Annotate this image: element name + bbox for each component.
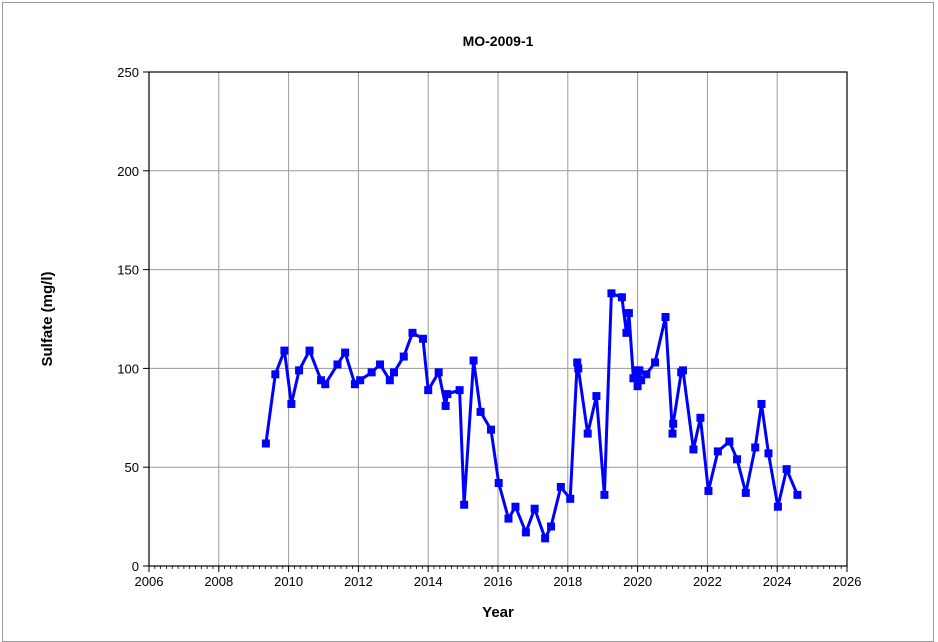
data-point-marker <box>367 368 376 377</box>
x-tick-label: 2014 <box>414 574 443 589</box>
data-point-marker <box>321 380 330 389</box>
data-point-marker <box>773 502 782 511</box>
data-point-marker <box>487 425 496 434</box>
data-point-marker <box>443 390 452 399</box>
data-point-marker <box>583 429 592 438</box>
data-point-marker <box>547 522 556 531</box>
data-point-marker <box>424 386 433 395</box>
y-tick-label: 50 <box>125 460 139 475</box>
data-point-marker <box>696 413 705 422</box>
data-point-marker <box>441 401 450 410</box>
data-point-marker <box>635 366 644 375</box>
grid-lines <box>149 72 847 566</box>
chart-title: MO-2009-1 <box>463 33 534 49</box>
data-point-marker <box>271 370 280 379</box>
data-point-marker <box>399 352 408 361</box>
data-point-marker <box>668 429 677 438</box>
data-point-marker <box>521 528 530 537</box>
data-point-marker <box>622 328 631 337</box>
data-point-marker <box>530 504 539 513</box>
x-tick-label: 2024 <box>763 574 792 589</box>
data-point-marker <box>280 346 289 355</box>
data-point-marker <box>389 368 398 377</box>
data-point-marker <box>261 439 270 448</box>
data-point-marker <box>607 289 616 298</box>
data-point-marker <box>793 490 802 499</box>
sulfate-series-line <box>264 291 799 540</box>
data-point-marker <box>511 502 520 511</box>
data-point-marker <box>574 364 583 373</box>
data-point-marker <box>764 449 773 458</box>
data-point-marker <box>566 494 575 503</box>
data-point-marker <box>782 465 791 474</box>
data-point-marker <box>624 309 633 318</box>
data-point-marker <box>757 399 766 408</box>
sulfate-series-markers <box>261 289 802 543</box>
data-point-marker <box>637 376 646 385</box>
data-point-marker <box>418 334 427 343</box>
data-point-marker <box>713 447 722 456</box>
x-tick-label: 2018 <box>553 574 582 589</box>
data-point-marker <box>455 386 464 395</box>
data-point-marker <box>642 370 651 379</box>
data-point-marker <box>689 445 698 454</box>
data-point-marker <box>661 313 670 322</box>
x-tick-label: 2026 <box>833 574 862 589</box>
data-point-marker <box>476 407 485 416</box>
data-point-marker <box>408 328 417 337</box>
data-point-marker <box>678 366 687 375</box>
x-tick-label: 2022 <box>693 574 722 589</box>
data-point-marker <box>333 360 342 369</box>
x-tick-labels: 2006 2008 2010 2012 2014 2016 2018 2020 2022 2024… <box>135 574 862 589</box>
data-point-marker <box>460 500 469 509</box>
data-point-marker <box>305 346 314 355</box>
data-point-marker <box>573 358 582 367</box>
data-point-marker <box>376 360 385 369</box>
x-tick-label: 2012 <box>344 574 373 589</box>
data-point-marker <box>385 376 394 385</box>
data-point-marker <box>341 348 350 357</box>
data-point-marker <box>741 488 750 497</box>
data-point-marker <box>434 368 443 377</box>
data-point-marker <box>494 479 503 488</box>
data-point-marker <box>651 358 660 367</box>
y-tick-labels: 0 50 100 150 200 250 <box>117 65 149 574</box>
y-axis-title: Sulfate (mg/l) <box>39 271 56 366</box>
x-minor-ticks <box>148 566 848 572</box>
data-point-marker <box>669 419 678 428</box>
data-point-marker <box>629 374 638 383</box>
data-point-marker <box>317 376 326 385</box>
data-point-marker <box>469 356 478 365</box>
x-tick-label: 2010 <box>274 574 303 589</box>
x-tick-label: 2006 <box>135 574 164 589</box>
data-point-marker <box>733 455 742 464</box>
y-tick-label: 200 <box>117 164 139 179</box>
data-point-marker <box>725 437 734 446</box>
y-tick-label: 250 <box>117 65 139 80</box>
data-point-marker <box>287 399 296 408</box>
data-point-marker <box>633 382 642 391</box>
data-point-marker <box>541 534 550 543</box>
data-point-marker <box>350 380 359 389</box>
data-point-marker <box>751 443 760 452</box>
sulfate-line-chart: 2006 2008 2010 2012 2014 2016 2018 2020 2022 2024… <box>39 33 862 621</box>
y-tick-label: 0 <box>132 559 139 574</box>
x-axis-title: Year <box>482 604 514 621</box>
data-point-marker <box>356 376 365 385</box>
x-tick-label: 2016 <box>484 574 513 589</box>
x-tick-label: 2020 <box>623 574 652 589</box>
y-tick-label: 100 <box>117 361 139 376</box>
y-tick-label: 150 <box>117 263 139 278</box>
data-point-marker <box>295 366 304 375</box>
x-tick-label: 2008 <box>204 574 233 589</box>
data-point-marker <box>704 486 713 495</box>
data-point-marker <box>617 293 626 302</box>
data-point-marker <box>504 514 513 523</box>
data-point-marker <box>600 490 609 499</box>
data-point-marker <box>592 392 601 401</box>
data-point-marker <box>556 482 565 491</box>
